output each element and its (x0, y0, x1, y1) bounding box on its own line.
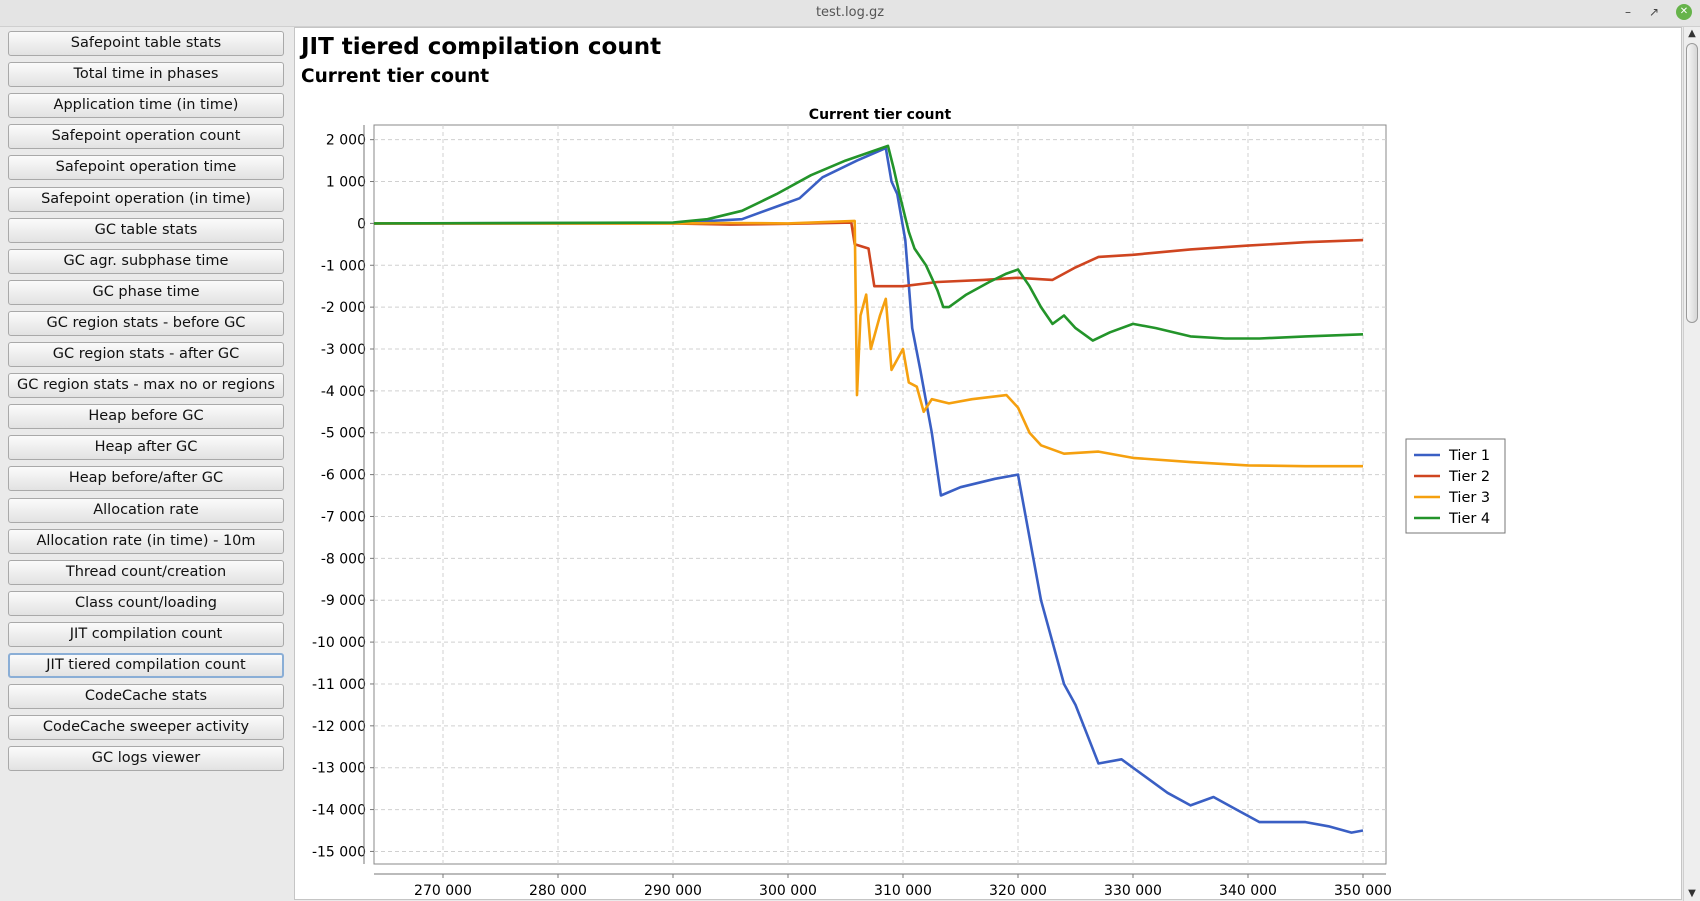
sidebar-item-gc-region-stats-after-gc[interactable]: GC region stats - after GC (8, 342, 284, 367)
y-tick-label: 0 (357, 216, 366, 232)
sidebar-item-safepoint-operation-time[interactable]: Safepoint operation time (8, 155, 284, 181)
x-tick-label: 300 000 (759, 883, 817, 899)
y-tick-label: 1 000 (326, 175, 366, 191)
y-tick-label: -14 000 (312, 803, 366, 819)
main-panel: JIT tiered compilation count Current tie… (294, 27, 1682, 900)
legend-label: Tier 4 (1448, 511, 1490, 527)
scroll-up-icon[interactable]: ▲ (1688, 28, 1696, 39)
y-tick-label: -6 000 (321, 468, 366, 484)
plot-area (373, 124, 1387, 865)
y-tick-label: -2 000 (321, 300, 366, 316)
sidebar-item-gc-logs-viewer[interactable]: GC logs viewer (8, 746, 284, 772)
sidebar-item-heap-after-gc[interactable]: Heap after GC (8, 435, 284, 461)
legend-label: Tier 1 (1448, 448, 1490, 464)
sidebar-item-heap-before-after-gc[interactable]: Heap before/after GC (8, 466, 284, 492)
scroll-down-icon[interactable]: ▼ (1688, 888, 1696, 899)
sidebar-item-codecache-sweeper-activity[interactable]: CodeCache sweeper activity (8, 715, 284, 741)
x-tick-label: 290 000 (644, 883, 702, 899)
legend-label: Tier 2 (1448, 469, 1490, 485)
maximize-icon[interactable]: ↗ (1648, 5, 1660, 19)
x-tick-label: 270 000 (414, 883, 472, 899)
y-tick-label: -1 000 (321, 258, 366, 274)
page-subtitle: Current tier count (301, 66, 490, 87)
x-tick-label: 280 000 (529, 883, 587, 899)
y-tick-label: -4 000 (321, 384, 366, 400)
y-tick-label: -12 000 (312, 719, 366, 735)
y-tick-label: 2 000 (326, 133, 366, 149)
close-icon[interactable]: ✕ (1676, 4, 1692, 20)
sidebar-item-heap-before-gc[interactable]: Heap before GC (8, 404, 284, 430)
sidebar-item-codecache-stats[interactable]: CodeCache stats (8, 684, 284, 710)
sidebar-item-allocation-rate-in-time-10m[interactable]: Allocation rate (in time) - 10m (8, 528, 284, 554)
y-tick-label: -15 000 (312, 844, 366, 860)
y-tick-label: -13 000 (312, 761, 366, 777)
sidebar-item-gc-region-stats-before-gc[interactable]: GC region stats - before GC (8, 310, 284, 336)
sidebar-item-class-count-loading[interactable]: Class count/loading (8, 590, 284, 616)
minimize-icon[interactable]: – (1625, 5, 1631, 19)
sidebar-item-jit-compilation-count[interactable]: JIT compilation count (8, 621, 284, 647)
legend-label: Tier 3 (1448, 490, 1490, 506)
sidebar-item-gc-region-stats-max-no-or-regions[interactable]: GC region stats - max no or regions (8, 373, 284, 399)
page-title: JIT tiered compilation count (301, 34, 662, 60)
y-tick-label: -5 000 (321, 426, 366, 442)
sidebar-item-safepoint-table-stats[interactable]: Safepoint table stats (8, 31, 284, 56)
y-tick-label: -9 000 (321, 593, 366, 609)
series-line-tier-4 (373, 144, 1364, 342)
y-tick-label: -11 000 (312, 677, 366, 693)
sidebar-item-gc-phase-time[interactable]: GC phase time (8, 279, 284, 305)
window-titlebar: test.log.gz – ↗ ✕ (0, 0, 1700, 27)
chart-title: Current tier count (809, 107, 952, 123)
y-tick-label: -7 000 (321, 509, 366, 525)
sidebar-item-application-time-in-time[interactable]: Application time (in time) (8, 93, 284, 119)
y-tick-label: -3 000 (321, 342, 366, 358)
x-tick-label: 310 000 (874, 883, 932, 899)
x-tick-label: 340 000 (1219, 883, 1277, 899)
tier-count-chart: Current tier count 2 000 1 000 0 -1 000 -2 00… (312, 107, 1506, 899)
sidebar-item-gc-table-stats[interactable]: GC table stats (8, 217, 284, 243)
x-tick-label: 320 000 (989, 883, 1047, 899)
sidebar-item-safepoint-operation-in-time[interactable]: Safepoint operation (in time) (8, 186, 284, 212)
sidebar-item-total-time-in-phases[interactable]: Total time in phases (8, 62, 284, 88)
series-line-tier-3 (374, 219, 1363, 468)
vertical-scrollbar[interactable]: ▲ ▼ (1683, 27, 1700, 901)
x-tick-label: 330 000 (1104, 883, 1162, 899)
sidebar-item-allocation-rate[interactable]: Allocation rate (8, 497, 284, 523)
sidebar-nav: Safepoint table stats Total time in phase… (0, 27, 293, 901)
scrollbar-thumb[interactable] (1686, 43, 1698, 323)
sidebar-item-gc-agr-subphase-time[interactable]: GC agr. subphase time (8, 248, 284, 274)
window-title: test.log.gz (815, 5, 885, 20)
series-line-tier-1 (373, 146, 1364, 834)
sidebar-item-safepoint-operation-count[interactable]: Safepoint operation count (8, 124, 284, 150)
sidebar-item-jit-tiered-compilation-count[interactable]: JIT tiered compilation count (8, 653, 284, 678)
y-tick-label: -10 000 (312, 635, 366, 651)
x-tick-label: 350 000 (1334, 883, 1392, 899)
y-tick-label: -8 000 (321, 551, 366, 567)
sidebar-item-thread-count-creation[interactable]: Thread count/creation (8, 559, 284, 585)
